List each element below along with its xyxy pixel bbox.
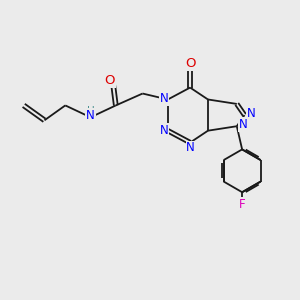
- Text: N: N: [239, 118, 248, 131]
- Text: O: O: [185, 57, 195, 70]
- Text: N: N: [160, 124, 169, 136]
- Text: F: F: [239, 198, 245, 211]
- Text: N: N: [160, 92, 169, 105]
- Text: O: O: [105, 74, 115, 87]
- Text: N: N: [186, 141, 195, 154]
- Text: H: H: [87, 106, 95, 116]
- Text: N: N: [247, 107, 255, 120]
- Text: N: N: [85, 109, 94, 122]
